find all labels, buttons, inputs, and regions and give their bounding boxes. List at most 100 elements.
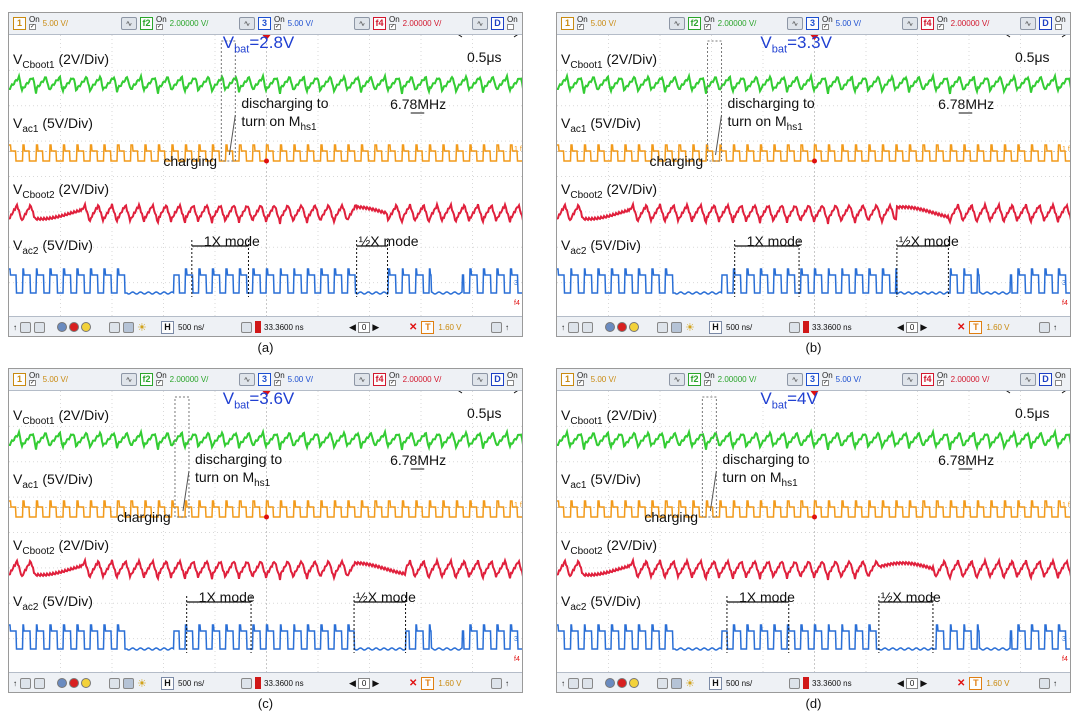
print-icon[interactable] bbox=[109, 677, 120, 689]
tool-buttons[interactable]: ☀ bbox=[657, 676, 695, 690]
up-arrow-icon[interactable]: ↑ bbox=[561, 678, 565, 688]
checkbox-icon[interactable]: ✓ bbox=[29, 380, 36, 386]
function-4-control[interactable]: ∿ f4 On ✓ 2.00000 V/ bbox=[902, 372, 989, 386]
spinner-icon[interactable] bbox=[34, 677, 45, 689]
scroll-controls[interactable]: ↑ bbox=[13, 320, 45, 334]
channel-3-badge[interactable]: 3 bbox=[258, 372, 271, 386]
function-2-badge[interactable]: f2 bbox=[688, 372, 701, 386]
channel-3-badge[interactable]: 3 bbox=[806, 16, 819, 30]
channel-1-badge[interactable]: 1 bbox=[13, 16, 26, 30]
yellow-dot-icon[interactable] bbox=[629, 322, 639, 332]
measure-icon[interactable] bbox=[671, 321, 682, 333]
function-4-control[interactable]: ∿ f4 On ✓ 2.00000 V/ bbox=[354, 16, 441, 30]
left-arrow-icon[interactable]: ◀ bbox=[897, 677, 904, 688]
wave-icon[interactable]: ∿ bbox=[354, 16, 370, 30]
checkbox-icon[interactable]: ✓ bbox=[937, 24, 944, 30]
up-arrow-icon[interactable]: ↑ bbox=[13, 322, 17, 332]
digital-control[interactable]: ∿ D On bbox=[1020, 16, 1066, 30]
spinner-icon[interactable] bbox=[1039, 677, 1050, 689]
trigger-control[interactable]: ✕ T 1.60 V bbox=[957, 676, 1010, 690]
measure-icon[interactable] bbox=[123, 321, 134, 333]
wave-icon[interactable]: ∿ bbox=[902, 372, 918, 386]
display-mode-buttons[interactable] bbox=[57, 676, 91, 690]
navigation-control[interactable]: ◀ 0 ▶ bbox=[897, 320, 927, 334]
timebase-readout[interactable]: H 500 ns/ bbox=[709, 320, 752, 334]
navigation-control[interactable]: ◀ 0 ▶ bbox=[349, 676, 379, 690]
wave-icon[interactable]: ∿ bbox=[239, 372, 255, 386]
function-4-badge[interactable]: f4 bbox=[373, 16, 386, 30]
timebase-readout[interactable]: H 500 ns/ bbox=[709, 676, 752, 690]
checkbox-icon[interactable]: ✓ bbox=[274, 380, 281, 386]
slope-icon[interactable] bbox=[789, 677, 800, 689]
digital-badge[interactable]: D bbox=[491, 16, 504, 30]
checkbox-icon[interactable] bbox=[507, 24, 514, 30]
spinner-icon[interactable] bbox=[568, 677, 579, 689]
right-arrow-icon[interactable]: ▶ bbox=[372, 321, 380, 332]
wave-icon[interactable]: ∿ bbox=[121, 372, 137, 386]
close-icon[interactable]: ✕ bbox=[409, 321, 418, 333]
measure-icon[interactable] bbox=[123, 677, 134, 689]
brightness-icon[interactable]: ☀ bbox=[685, 321, 695, 334]
checkbox-icon[interactable]: ✓ bbox=[577, 380, 584, 386]
checkbox-icon[interactable]: ✓ bbox=[822, 380, 829, 386]
wave-icon[interactable]: ∿ bbox=[121, 16, 137, 30]
digital-badge[interactable]: D bbox=[1039, 372, 1052, 386]
function-4-badge[interactable]: f4 bbox=[921, 372, 934, 386]
channel-1-control[interactable]: 1 On ✓ 5.00 V/ bbox=[561, 16, 616, 30]
slope-icon[interactable] bbox=[241, 321, 252, 333]
spinner-icon[interactable] bbox=[1039, 321, 1050, 333]
function-2-control[interactable]: ∿ f2 On ✓ 2.00000 V/ bbox=[121, 372, 208, 386]
trigger-control[interactable]: ✕ T 1.60 V bbox=[409, 320, 462, 334]
left-arrow-icon[interactable]: ◀ bbox=[349, 321, 356, 332]
blue-dot-icon[interactable] bbox=[57, 678, 67, 688]
function-2-control[interactable]: ∿ f2 On ✓ 2.00000 V/ bbox=[669, 372, 756, 386]
print-icon[interactable] bbox=[657, 321, 668, 333]
close-icon[interactable]: ✕ bbox=[957, 321, 966, 333]
digital-control[interactable]: ∿ D On bbox=[472, 372, 518, 386]
close-icon[interactable]: ✕ bbox=[409, 677, 418, 689]
channel-3-control[interactable]: ∿ 3 On ✓ 5.00 V/ bbox=[239, 372, 313, 386]
delay-readout[interactable]: 33.3600 ns bbox=[789, 320, 852, 334]
channel-1-control[interactable]: 1 On ✓ 5.00 V/ bbox=[13, 16, 68, 30]
yellow-dot-icon[interactable] bbox=[81, 678, 91, 688]
timebase-readout[interactable]: H 500 ns/ bbox=[161, 676, 204, 690]
wave-icon[interactable]: ∿ bbox=[787, 16, 803, 30]
wave-icon[interactable]: ∿ bbox=[472, 16, 488, 30]
wave-icon[interactable]: ∿ bbox=[354, 372, 370, 386]
up-arrow-icon[interactable]: ↑ bbox=[1053, 678, 1057, 688]
spinner-icon[interactable] bbox=[491, 677, 502, 689]
spinner-icon[interactable] bbox=[491, 321, 502, 333]
channel-1-badge[interactable]: 1 bbox=[561, 16, 574, 30]
digital-control[interactable]: ∿ D On bbox=[1020, 372, 1066, 386]
function-4-control[interactable]: ∿ f4 On ✓ 2.00000 V/ bbox=[354, 372, 441, 386]
brightness-icon[interactable]: ☀ bbox=[685, 677, 695, 690]
red-dot-icon[interactable] bbox=[617, 322, 627, 332]
checkbox-icon[interactable]: ✓ bbox=[822, 24, 829, 30]
digital-badge[interactable]: D bbox=[1039, 16, 1052, 30]
function-2-badge[interactable]: f2 bbox=[140, 16, 153, 30]
checkbox-icon[interactable]: ✓ bbox=[29, 24, 36, 30]
up-arrow-icon[interactable]: ↑ bbox=[561, 322, 565, 332]
checkbox-icon[interactable]: ✓ bbox=[389, 380, 396, 386]
left-arrow-icon[interactable]: ◀ bbox=[349, 677, 356, 688]
right-arrow-icon[interactable]: ▶ bbox=[920, 677, 928, 688]
wave-icon[interactable]: ∿ bbox=[902, 16, 918, 30]
channel-3-control[interactable]: ∿ 3 On ✓ 5.00 V/ bbox=[239, 16, 313, 30]
function-4-control[interactable]: ∿ f4 On ✓ 2.00000 V/ bbox=[902, 16, 989, 30]
checkbox-icon[interactable] bbox=[1055, 380, 1062, 386]
trigger-control[interactable]: ✕ T 1.60 V bbox=[957, 320, 1010, 334]
up-arrow-icon[interactable]: ↑ bbox=[505, 322, 509, 332]
scroll-controls[interactable]: ↑ bbox=[13, 676, 45, 690]
channel-1-control[interactable]: 1 On ✓ 5.00 V/ bbox=[561, 372, 616, 386]
blue-dot-icon[interactable] bbox=[605, 678, 615, 688]
digital-control[interactable]: ∿ D On bbox=[472, 16, 518, 30]
yellow-dot-icon[interactable] bbox=[81, 322, 91, 332]
checkbox-icon[interactable] bbox=[1055, 24, 1062, 30]
tool-buttons[interactable]: ☀ bbox=[109, 676, 147, 690]
scroll-controls[interactable]: ↑ bbox=[561, 320, 593, 334]
print-icon[interactable] bbox=[657, 677, 668, 689]
wave-icon[interactable]: ∿ bbox=[669, 16, 685, 30]
wave-icon[interactable]: ∿ bbox=[669, 372, 685, 386]
brightness-icon[interactable]: ☀ bbox=[137, 321, 147, 334]
blue-dot-icon[interactable] bbox=[57, 322, 67, 332]
